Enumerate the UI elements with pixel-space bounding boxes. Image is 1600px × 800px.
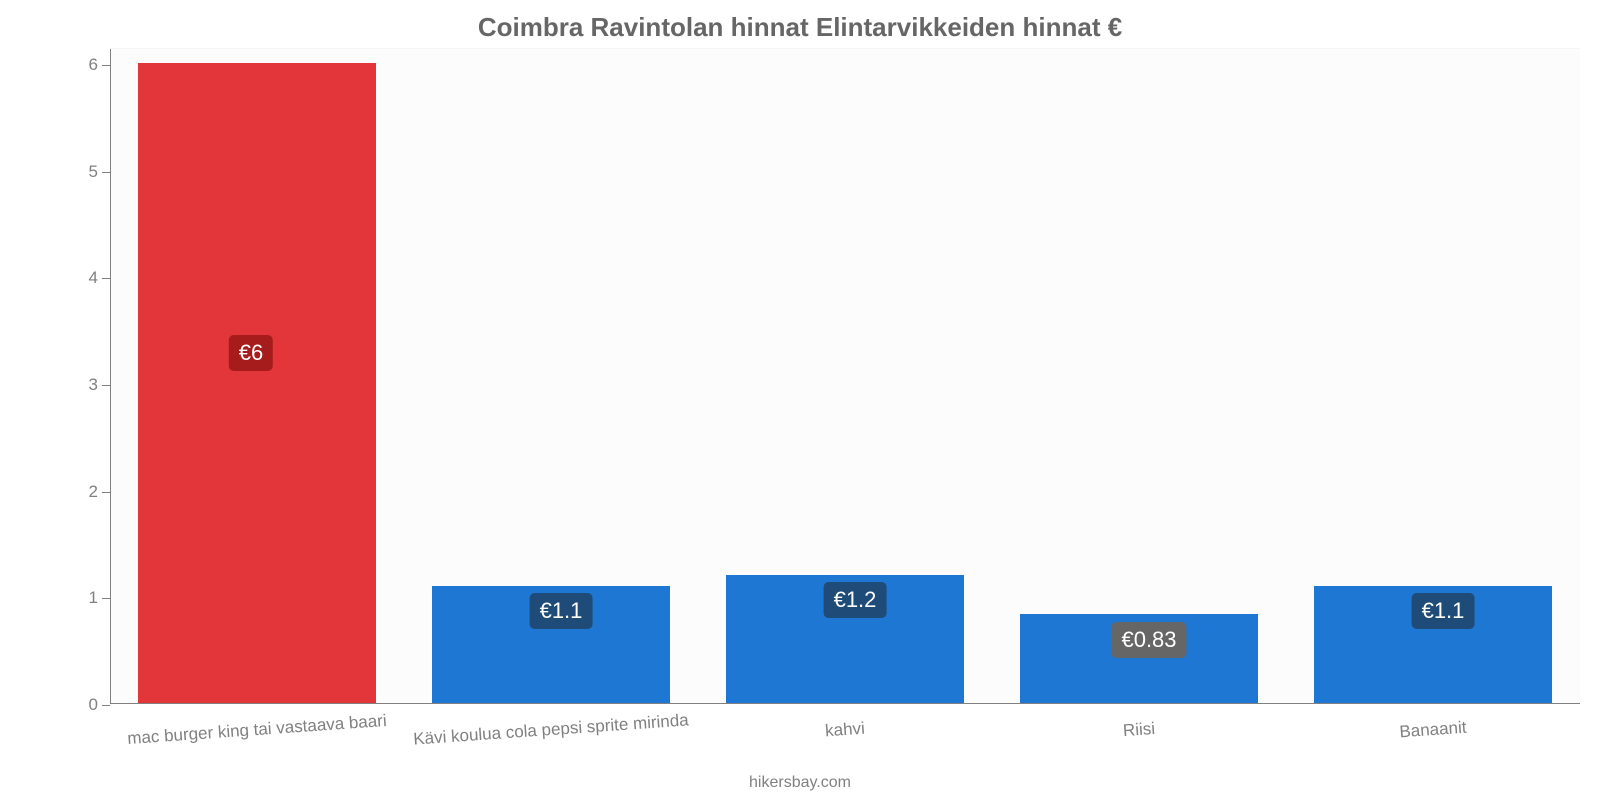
bar-value-label: €1.2 [824, 582, 887, 618]
x-category-label: Riisi [1122, 719, 1155, 741]
x-axis-line [110, 703, 1580, 704]
x-category-label: mac burger king tai vastaava baari [127, 711, 388, 749]
chart-title: Coimbra Ravintolan hinnat Elintarvikkeid… [0, 12, 1600, 43]
bar-value-label: €6 [229, 335, 273, 371]
bar [138, 63, 376, 703]
y-tick-label: 6 [89, 55, 110, 75]
bar-value-label: €1.1 [1412, 593, 1475, 629]
price-bar-chart: Coimbra Ravintolan hinnat Elintarvikkeid… [0, 0, 1600, 800]
plot-area: 0123456 €6€1.1€1.2€0.83€1.1 [110, 48, 1580, 704]
y-tick-label: 0 [89, 695, 110, 715]
bar-value-label: €1.1 [530, 593, 593, 629]
bar-value-label: €0.83 [1111, 622, 1186, 658]
y-tick-label: 2 [89, 482, 110, 502]
y-tick-label: 5 [89, 162, 110, 182]
x-category-label: kahvi [825, 719, 866, 742]
y-axis-line [110, 49, 111, 704]
chart-footer: hikersbay.com [0, 774, 1600, 792]
y-tick-label: 4 [89, 268, 110, 288]
y-tick-label: 1 [89, 588, 110, 608]
x-category-label: Banaanit [1399, 718, 1467, 743]
y-tick-label: 3 [89, 375, 110, 395]
x-category-label: Kävi koulua cola pepsi sprite mirinda [413, 710, 690, 749]
